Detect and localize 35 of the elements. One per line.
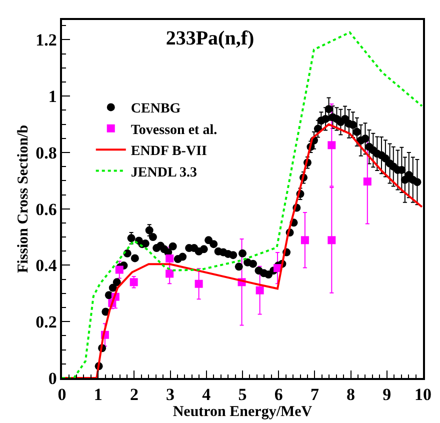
x-tick-label: 7 [310,385,320,404]
y-axis-title: Fission Cross Section/b [15,124,32,274]
point [328,141,336,150]
x-tick-label: 4 [202,385,212,404]
y-tick-label: 0.6 [36,200,57,219]
y-tick-label: 1.2 [36,30,57,50]
x-axis-title: Neutron Energy/MeV [172,404,312,420]
line-series [62,31,423,378]
x-tick-label: 2 [130,385,138,404]
x-tick-label: 9 [382,385,392,404]
legend-label: JENDL 3.3 [130,165,198,180]
line-series [62,123,423,378]
legend-label: Tovesson et al. [130,122,218,138]
point [166,270,174,278]
y-tick-label: 1 [48,87,57,106]
x-tick-label: 3 [166,385,175,404]
point [194,280,203,288]
legend-label: CENBG [130,102,181,117]
point [166,254,174,262]
point [256,286,264,294]
x-tick-label: 6 [274,385,283,404]
point [328,236,336,244]
point [363,178,372,186]
chart-title: 233Pa(n,f) [166,28,254,50]
y-tick-label: 0 [48,368,57,388]
point [300,236,309,244]
point [115,266,124,274]
x-tick-label: 1 [94,385,102,404]
x-tick-label: 5 [238,385,247,404]
y-tick-label: 0.4 [36,256,58,276]
y-tick-label: 0.2 [36,312,57,332]
x-tick-label: 8 [346,385,356,404]
x-tick-label: 10 [414,385,432,404]
legend-label: ENDF B-VII [130,144,207,160]
y-tick-label: 0.8 [36,143,57,162]
